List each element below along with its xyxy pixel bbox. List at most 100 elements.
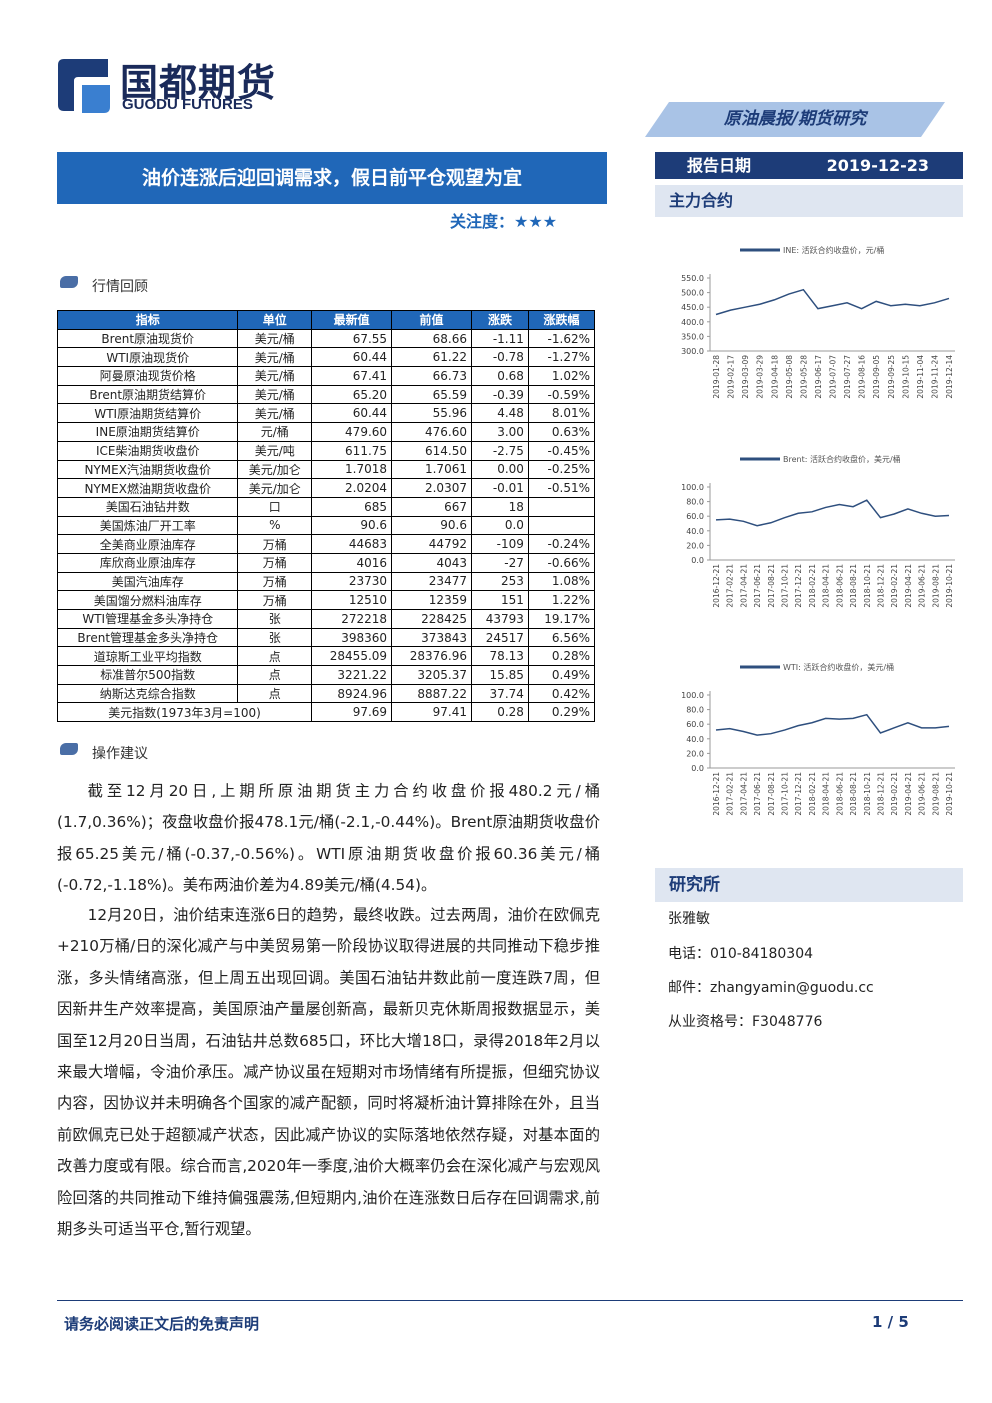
y-tick-label: 350.0 — [681, 332, 704, 341]
table-cell: 万桶 — [237, 590, 313, 610]
table-row: 美元指数(1973年3月=100) 97.69 97.41 0.28 0.29% — [56, 702, 596, 723]
research-title: 研究所 — [655, 868, 963, 902]
table-header-row: 指标 单位 最新值 前值 涨跌 涨跌幅 — [56, 310, 596, 330]
table-cell: -0.45% — [527, 440, 596, 461]
x-tick-label: 2017-10-21 — [781, 772, 790, 816]
date-label: 报告日期 — [687, 156, 752, 175]
x-tick-label: 2018-10-21 — [863, 564, 872, 608]
x-tick-label: 2018-08-21 — [849, 564, 858, 608]
table-cell: -0.24% — [527, 534, 596, 554]
table-cell: -27 — [470, 552, 529, 573]
table-cell: 12510 — [311, 590, 393, 610]
y-tick-label: 40.0 — [686, 735, 704, 744]
table-cell: 373843 — [391, 627, 472, 648]
table-row: NYMEX燃油期货收盘价 美元/加仑 2.0204 2.0307 -0.01 -0.51% — [56, 478, 596, 498]
line-chart: INE: 活跃合约收盘价，元/桶 300.0 350.0 400.0 450.0 500.… — [681, 245, 955, 399]
research-phone: 电话：010-84180304 — [668, 946, 814, 962]
table-cell: % — [237, 515, 313, 536]
x-tick-label: 2018-06-21 — [835, 564, 844, 608]
table-cell: 23730 — [311, 571, 393, 592]
date: 2019-12-23 — [826, 156, 929, 175]
research-license: 从业资格号：F3048776 — [668, 1014, 823, 1030]
table-cell: 55.96 — [391, 403, 472, 424]
section-icon — [60, 743, 78, 755]
x-tick-label: 2018-10-21 — [863, 772, 872, 816]
table-cell: 68.66 — [391, 328, 472, 349]
table-row: 库欣商业原油库存 万桶 4016 4043 -27 -0.66% — [56, 552, 596, 573]
market-table: 指标 单位 最新值 前值 涨跌 涨跌幅 Brent原油现货价 美元/桶 67.55 68.66 -1… — [56, 310, 596, 723]
y-tick-label: 20.0 — [686, 749, 704, 758]
paragraph: 截至12月20日,上期所原油期货主力合约收盘价报480.2元/桶(1.7,0.3… — [57, 782, 600, 895]
x-tick-label: 2019-03-29 — [756, 355, 765, 399]
table-cell: 78.13 — [470, 646, 529, 667]
table-row: WTI原油期货结算价 美元/桶 60.44 55.96 4.48 8.01% — [56, 403, 596, 424]
table-cell: 美元/加仑 — [237, 459, 313, 480]
table-cell: -1.27% — [527, 347, 596, 368]
x-tick-label: 2018-02-21 — [808, 564, 817, 608]
legend-label: INE: 活跃合约收盘价，元/桶 — [783, 245, 884, 255]
table-cell: 美国馏分燃料油库存 — [56, 590, 239, 610]
x-tick-label: 2018-12-21 — [876, 564, 885, 608]
table-cell: 1.22% — [527, 590, 596, 610]
table-cell: -109 — [470, 534, 529, 554]
footer-rule — [57, 1300, 963, 1301]
table-cell: 1.02% — [527, 366, 596, 386]
x-tick-label: 2019-09-25 — [887, 355, 896, 399]
x-tick-label: 2019-06-21 — [918, 564, 927, 608]
table-cell: 0.63% — [527, 422, 596, 442]
table-row: WTI管理基金多头净持仓张 272218 228425 43793 19.17% — [56, 609, 596, 629]
table-cell: NYMEX燃油期货收盘价 — [56, 478, 239, 498]
table-cell: 1.08% — [527, 571, 596, 592]
table-cell: Brent原油期货结算价 — [56, 384, 239, 405]
table-cell: 151 — [470, 590, 529, 610]
table-cell: NYMEX汽油期货收盘价 — [56, 459, 239, 480]
table-row: Brent原油期货结算价 美元/桶 65.20 65.59 -0.39 -0.59% — [56, 384, 596, 405]
x-tick-label: 2019-10-21 — [945, 564, 954, 608]
x-tick-label: 2017-08-21 — [767, 564, 776, 608]
table-cell: 272218 — [311, 609, 393, 629]
brand: 国都期货 — [120, 61, 277, 105]
table-cell: 4043 — [391, 552, 472, 573]
table-cell: 0.0 — [470, 515, 529, 536]
y-tick-label: 550.0 — [681, 274, 704, 283]
x-tick-label: 2019-03-09 — [741, 355, 750, 399]
y-tick-label: 400.0 — [681, 318, 704, 327]
table-header: 单位 — [237, 310, 313, 330]
table-cell: 美元/桶 — [237, 384, 313, 405]
x-tick-label: 2019-07-07 — [829, 355, 838, 399]
x-tick-label: 2017-04-21 — [739, 772, 748, 816]
table-cell: -0.78 — [470, 347, 529, 368]
table-cell: 4.48 — [470, 403, 529, 424]
x-tick-label: 2017-06-21 — [753, 772, 762, 816]
table-cell: -2.75 — [470, 440, 529, 461]
table-cell: 张 — [237, 627, 313, 648]
table-cell: 44683 — [311, 534, 393, 554]
date-bar: 报告日期 2019-12-23 — [655, 152, 963, 179]
legend-label: Brent: 活跃合约收盘价，美元/桶 — [783, 454, 901, 464]
y-tick-label: 60.0 — [686, 720, 704, 729]
x-tick-label: 2019-07-27 — [843, 355, 852, 399]
table-cell: 28376.96 — [391, 646, 472, 667]
table-cell: 1.7018 — [311, 459, 393, 480]
table-cell: 0.28% — [527, 646, 596, 667]
table-cell: 3.00 — [470, 422, 529, 442]
x-tick-label: 2019-06-21 — [918, 772, 927, 816]
x-tick-label: 2019-11-04 — [916, 355, 925, 399]
table-cell: 张 — [237, 609, 313, 629]
research-name: 张雅敏 — [668, 911, 710, 927]
table-row: 美国炼油厂开工率% 90.6 90.6 0.0 — [56, 515, 596, 536]
table-cell: 398360 — [311, 627, 393, 648]
x-tick-label: 2017-02-21 — [726, 772, 735, 816]
table-cell: 3205.37 — [391, 665, 472, 685]
table-cell: 0.28 — [470, 702, 529, 723]
table-cell: 0.42% — [527, 683, 596, 704]
x-tick-label: 2019-04-18 — [770, 355, 779, 399]
table-row: Brent管理基金多头净持仓张 398360 373843 24517 6.56% — [56, 627, 596, 648]
table-cell: -1.62% — [527, 328, 596, 349]
x-tick-label: 2018-12-21 — [876, 772, 885, 816]
table-cell: 美元/桶 — [237, 366, 313, 386]
table-cell: 美元指数(1973年3月=100) — [56, 702, 313, 723]
table-cell: 纳斯达克综合指数 — [56, 683, 239, 704]
report-title: 油价连涨后迎回调需求，假日前平仓观望为宜 — [57, 152, 607, 204]
